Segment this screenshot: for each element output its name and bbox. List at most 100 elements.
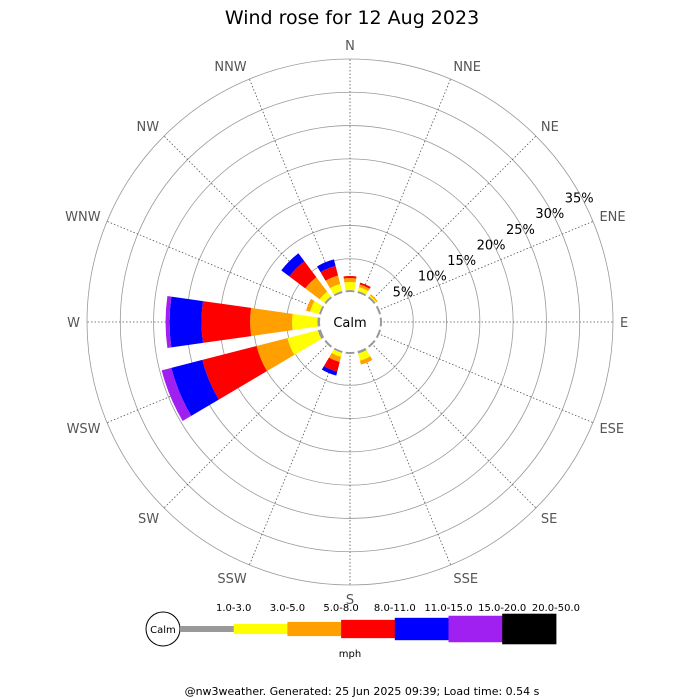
petal-w-15.0-20.0 xyxy=(165,296,172,348)
petal-nne-1.0-3.0 xyxy=(357,291,367,297)
petal-n-5.0-8.0 xyxy=(343,278,357,283)
direction-label-s: S xyxy=(346,593,354,608)
chart-title: Wind rose for 12 Aug 2023 xyxy=(225,7,479,29)
petal-se-1.0-3.0 xyxy=(368,340,376,348)
legend-label-11.0-15.0: 11.0-15.0 xyxy=(424,603,472,614)
ring-35 xyxy=(86,58,614,586)
direction-label-wnw: WNW xyxy=(65,210,101,225)
direction-label-n: N xyxy=(345,39,355,54)
petal-nnw-5.0-8.0 xyxy=(325,275,341,289)
petal-wnw-1.0-3.0 xyxy=(319,305,325,315)
petal-ne-1.0-3.0 xyxy=(368,296,376,304)
legend-label-3.0-5.0: 3.0-5.0 xyxy=(270,603,305,614)
petal-s-1.0-3.0 xyxy=(345,351,355,354)
wind-petals xyxy=(161,253,382,421)
direction-label-sw: SW xyxy=(138,512,159,527)
calm-circle: Calm xyxy=(328,300,372,344)
spoke-ne xyxy=(370,135,537,302)
petal-wnw-3.0-5.0 xyxy=(309,300,323,315)
direction-label-nnw: NNW xyxy=(214,60,246,75)
ring-label-20: 20% xyxy=(477,238,506,253)
petal-w-8.0-11.0 xyxy=(201,301,252,343)
petal-nne-8.0-11.0 xyxy=(359,282,371,289)
petal-w-1.0-3.0 xyxy=(317,317,321,327)
petal-nw-5.0-8.0 xyxy=(305,277,328,300)
petal-nnw-8.0-11.0 xyxy=(320,265,339,281)
ring-label-30: 30% xyxy=(535,207,564,222)
petal-n-8.0-11.0 xyxy=(343,276,357,279)
direction-label-ene: ENE xyxy=(599,210,625,225)
ring-label-15: 15% xyxy=(447,254,476,269)
ring-label-35: 35% xyxy=(565,192,594,207)
petal-wsw-5.0-8.0 xyxy=(256,338,295,372)
spoke-nne xyxy=(361,78,452,295)
petal-ssw-11.0-15.0 xyxy=(321,366,338,376)
legend-swatch-3.0-5.0 xyxy=(233,623,288,635)
ring-label-10: 10% xyxy=(418,270,447,285)
speed-legend: Calm 1.0-3.0 3.0-5.0 5.0-8.0 8.0-11.0 11.0-15… xyxy=(145,603,580,647)
calm-label: Calm xyxy=(333,316,366,331)
legend-calm-label: Calm xyxy=(150,625,176,636)
petal-sse-1.0-3.0 xyxy=(357,347,367,354)
spoke-sw xyxy=(163,342,330,509)
spoke-se xyxy=(370,342,537,509)
petal-ssw-1.0-3.0 xyxy=(333,347,343,353)
legend-label-15.0-20.0: 15.0-20.0 xyxy=(478,603,526,614)
petal-ssw-3.0-5.0 xyxy=(331,349,343,357)
legend-label-1.0-3.0: 1.0-3.0 xyxy=(216,603,251,614)
petal-ssw-8.0-11.0 xyxy=(323,357,340,372)
petal-wsw-1.0-3.0 xyxy=(317,329,325,339)
legend-swatch-11.0-15.0 xyxy=(394,617,449,641)
spoke-ssw xyxy=(248,349,339,566)
petal-nne-5.0-8.0 xyxy=(358,284,370,292)
spoke-ene xyxy=(377,220,594,311)
legend-label-5.0-8.0: 5.0-8.0 xyxy=(323,603,358,614)
direction-label-ese: ESE xyxy=(599,422,624,437)
legend-swatch-15.0-20.0 xyxy=(448,615,503,643)
legend-label-20.0-50.0: 20.0-50.0 xyxy=(532,603,580,614)
petal-wsw-11.0-15.0 xyxy=(171,359,219,416)
petal-w-11.0-15.0 xyxy=(169,296,203,348)
petal-wnw-5.0-8.0 xyxy=(306,298,315,312)
petal-e-1.0-3.0 xyxy=(379,317,382,327)
spoke-sse xyxy=(361,349,452,566)
petal-wsw-3.0-5.0 xyxy=(287,330,322,355)
ring-label-25: 25% xyxy=(506,223,535,238)
ring-label-5: 5% xyxy=(393,285,414,300)
petal-nw-8.0-11.0 xyxy=(289,261,317,289)
petal-nnw-1.0-3.0 xyxy=(333,291,343,297)
petal-ne-3.0-5.0 xyxy=(369,295,377,303)
ring-labels: 5% 10%15%20%25%30%35% xyxy=(393,192,594,301)
direction-label-sse: SSE xyxy=(453,572,478,587)
petal-nnw-11.0-15.0 xyxy=(317,259,336,273)
legend-swatch-20.0-50.0 xyxy=(502,613,557,645)
petal-w-5.0-8.0 xyxy=(250,307,293,337)
petal-w-3.0-5.0 xyxy=(292,313,318,331)
petal-nne-3.0-5.0 xyxy=(357,287,369,295)
legend-swatch-5.0-8.0 xyxy=(287,621,342,637)
petal-sse-5.0-8.0 xyxy=(359,356,373,365)
petal-wsw-15.0-20.0 xyxy=(161,367,192,421)
legend-swatch-1.0-3.0 xyxy=(180,626,235,632)
petal-ene-1.0-3.0 xyxy=(375,305,381,315)
petal-nw-3.0-5.0 xyxy=(319,291,331,303)
direction-labels: N NNE NE ENE E ESE SE SSE S SSW SW WSW W WNW NW NNW xyxy=(65,39,628,608)
direction-label-e: E xyxy=(620,316,628,331)
calm-circle-bg xyxy=(328,300,372,344)
direction-label-se: SE xyxy=(541,512,557,527)
petal-nw-11.0-15.0 xyxy=(281,253,305,277)
petal-wsw-8.0-11.0 xyxy=(202,346,267,400)
legend-unit: mph xyxy=(339,649,361,660)
legend-swatch-8.0-11.0 xyxy=(341,619,396,639)
spoke-ese xyxy=(377,333,594,424)
direction-label-w: W xyxy=(67,316,80,331)
petal-nw-1.0-3.0 xyxy=(324,296,332,304)
petal-n-3.0-5.0 xyxy=(344,282,356,291)
footer-text: @nw3weather. Generated: 25 Jun 2025 09:3… xyxy=(185,685,540,698)
legend-label-8.0-11.0: 8.0-11.0 xyxy=(374,603,416,614)
direction-label-wsw: WSW xyxy=(67,422,101,437)
direction-label-ne: NE xyxy=(541,120,559,135)
petal-n-1.0-3.0 xyxy=(345,290,355,293)
petal-ne-5.0-8.0 xyxy=(370,294,378,302)
direction-label-ssw: SSW xyxy=(217,572,247,587)
